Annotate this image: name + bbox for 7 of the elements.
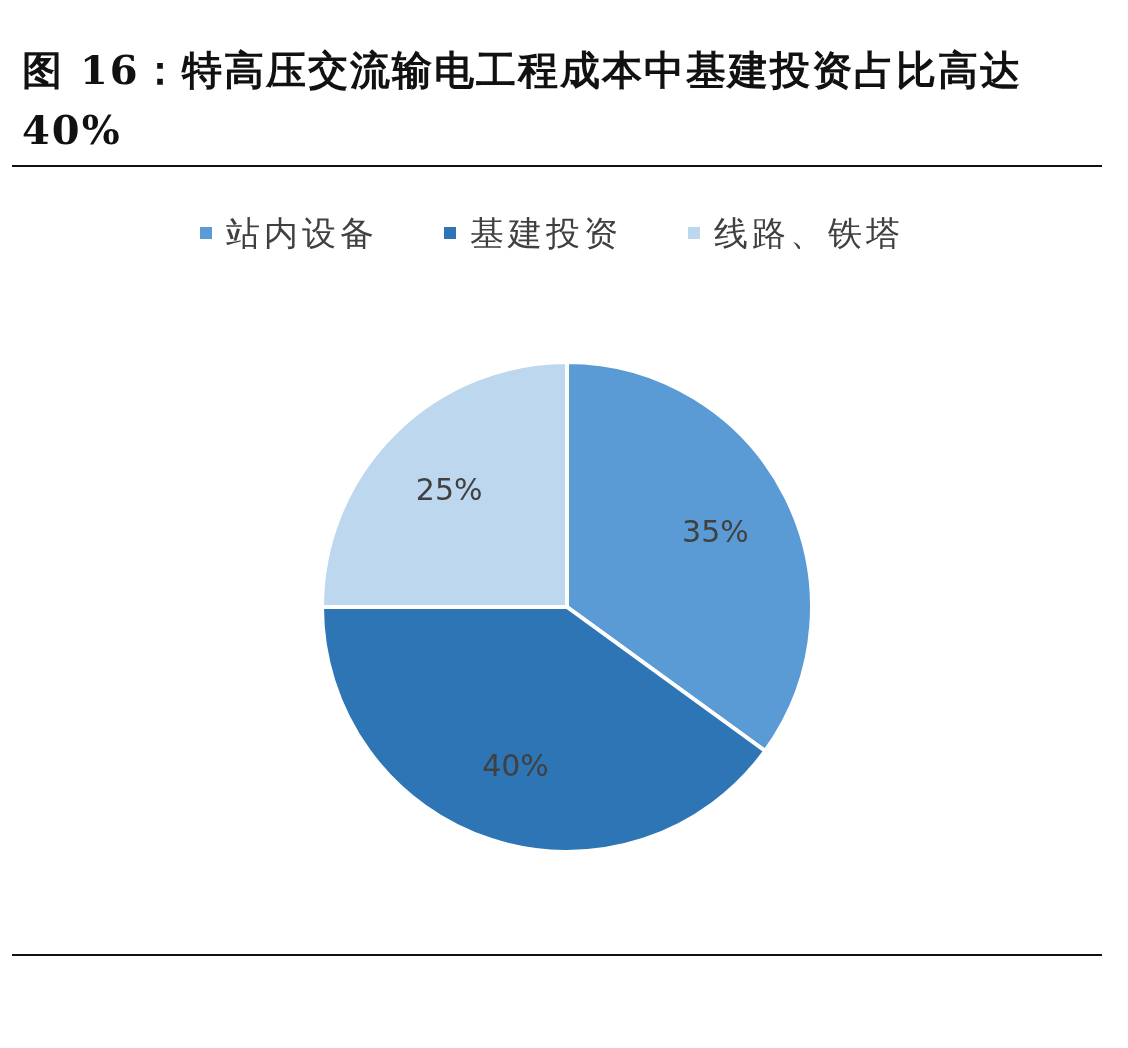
data-label: 35% [682, 513, 749, 549]
legend-label: 线路、铁塔 [714, 212, 904, 253]
data-label: 25% [415, 471, 483, 507]
data-label: 40% [482, 747, 549, 783]
legend-label: 站内设备 [226, 212, 378, 253]
chart-title: 图 16：特高压交流输电工程成本中基建投资占比高达 40% [22, 45, 1023, 155]
legend-label: 基建投资 [470, 212, 622, 253]
